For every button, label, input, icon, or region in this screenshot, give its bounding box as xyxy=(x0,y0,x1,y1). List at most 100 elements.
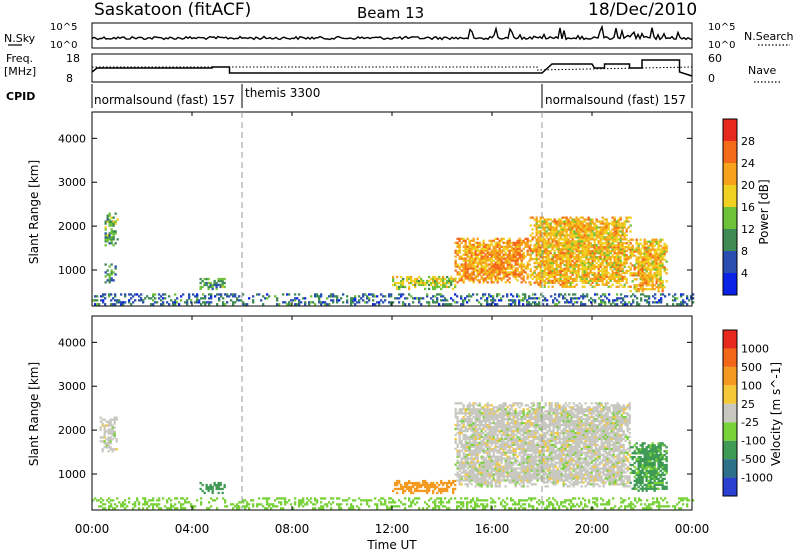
heatmap-cell xyxy=(488,269,491,272)
heatmap-cell xyxy=(663,266,666,269)
heatmap-cell xyxy=(514,249,517,252)
heatmap-cell xyxy=(571,256,574,259)
heatmap-cell xyxy=(226,301,229,304)
heatmap-cell xyxy=(476,253,479,256)
heatmap-cell xyxy=(569,271,572,275)
heatmap-cell xyxy=(510,273,513,276)
heatmap-cell xyxy=(665,244,668,247)
heatmap-cell xyxy=(619,238,622,241)
heatmap-cell xyxy=(599,222,602,225)
heatmap-cell xyxy=(410,281,413,285)
heatmap-cell xyxy=(512,404,515,407)
heatmap-cell xyxy=(607,252,610,255)
heatmap-cell xyxy=(544,449,547,452)
heatmap-cell xyxy=(609,236,612,239)
heatmap-cell xyxy=(516,447,519,450)
heatmap-cell xyxy=(587,234,590,237)
heatmap-cell xyxy=(659,278,662,281)
heatmap-cell xyxy=(611,248,614,251)
heatmap-cell xyxy=(484,424,487,427)
heatmap-cell xyxy=(647,240,650,243)
heatmap-cell xyxy=(529,254,532,257)
heatmap-cell xyxy=(346,299,349,302)
heatmap-cell xyxy=(462,279,465,282)
heatmap-cell xyxy=(557,222,560,225)
heatmap-cell xyxy=(524,245,527,248)
heatmap-cell xyxy=(488,467,491,470)
heatmap-cell xyxy=(542,441,545,444)
heatmap-cell xyxy=(504,247,507,250)
heatmap-cell xyxy=(462,443,465,446)
heatmap-cell xyxy=(476,481,479,484)
heatmap-cell xyxy=(466,459,469,462)
heatmap-cell xyxy=(402,279,405,283)
heatmap-cell xyxy=(486,410,489,413)
heatmap-cell xyxy=(541,224,544,227)
heatmap-cell xyxy=(350,299,353,302)
heatmap-cell xyxy=(414,277,417,281)
heatmap-cell xyxy=(412,301,415,304)
heatmap-cell xyxy=(561,252,564,255)
heatmap-cell xyxy=(599,273,602,276)
heatmap-cell xyxy=(615,236,618,239)
heatmap-cell xyxy=(590,301,593,304)
heatmap-cell xyxy=(640,297,643,300)
heatmap-cell xyxy=(496,293,499,296)
heatmap-cell xyxy=(114,299,117,302)
heatmap-cell xyxy=(504,479,507,482)
heatmap-cell xyxy=(637,256,640,259)
heatmap-cell xyxy=(518,406,521,409)
heatmap-cell xyxy=(482,471,485,474)
heatmap-cell xyxy=(522,449,525,452)
heatmap-cell xyxy=(508,281,511,284)
heatmap-cell xyxy=(619,283,622,286)
heatmap-cell xyxy=(530,447,533,450)
heatmap-cell xyxy=(510,443,513,446)
heatmap-cell xyxy=(587,254,590,257)
heatmap-cell xyxy=(533,257,536,261)
heatmap-cell xyxy=(392,277,395,281)
heatmap-cell xyxy=(605,265,608,269)
heatmap-cell xyxy=(617,226,620,229)
heatmap-cell xyxy=(424,481,427,485)
heatmap-cell xyxy=(524,424,527,427)
heatmap-cell xyxy=(549,228,552,231)
heatmap-cell xyxy=(565,267,568,271)
heatmap-cell xyxy=(404,481,407,485)
heatmap-cell xyxy=(526,249,529,252)
heatmap-cell xyxy=(583,261,586,265)
heatmap-cell xyxy=(605,267,608,271)
heatmap-cell xyxy=(545,236,548,239)
heatmap-cell xyxy=(635,260,638,263)
heatmap-cell xyxy=(539,234,542,237)
heatmap-cell xyxy=(613,265,616,269)
heatmap-cell xyxy=(545,273,548,276)
heatmap-cell xyxy=(478,447,481,450)
heatmap-cell xyxy=(468,425,471,429)
heatmap-cell xyxy=(468,406,471,409)
heatmap-cell xyxy=(573,265,576,269)
heatmap-cell xyxy=(468,245,471,248)
heatmap-cell xyxy=(262,295,265,298)
heatmap-cell xyxy=(474,253,477,256)
heatmap-cell xyxy=(490,271,493,274)
heatmap-cell xyxy=(640,299,643,302)
heatmap-cell xyxy=(488,275,491,278)
heatmap-cell xyxy=(526,265,529,268)
heatmap-cell xyxy=(600,295,603,298)
heatmap-cell xyxy=(510,469,513,472)
heatmap-cell xyxy=(553,269,556,273)
heatmap-cell xyxy=(629,268,632,271)
heatmap-cell xyxy=(659,252,662,255)
heatmap-cell xyxy=(92,299,95,302)
heatmap-cell xyxy=(346,301,349,304)
heatmap-cell xyxy=(599,279,602,282)
heatmap-cell xyxy=(456,455,459,458)
heatmap-cell xyxy=(412,491,415,495)
heatmap-cell xyxy=(559,220,562,223)
heatmap-cell xyxy=(565,246,568,249)
heatmap-cell xyxy=(539,275,542,278)
heatmap-cell xyxy=(452,491,455,495)
heatmap-cell xyxy=(211,491,214,495)
heatmap-cell xyxy=(110,232,113,235)
